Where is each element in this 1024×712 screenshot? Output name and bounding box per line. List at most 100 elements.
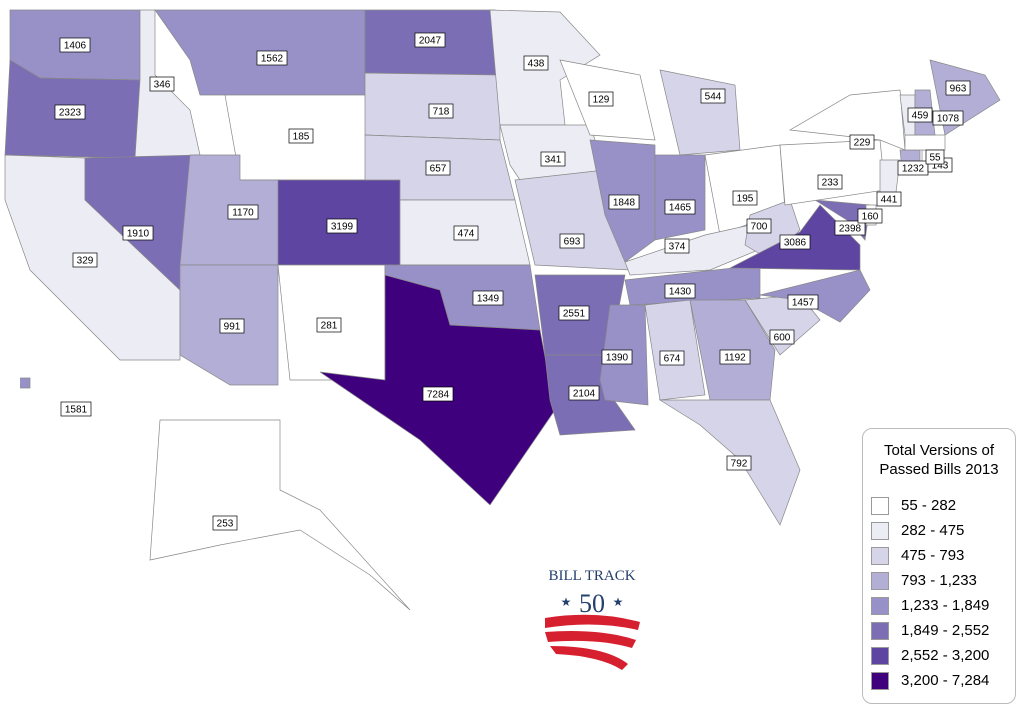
state-label-box [568, 385, 600, 401]
state-label: 657 [430, 164, 447, 175]
state-label-box [212, 515, 238, 531]
state-label-box [849, 134, 875, 150]
state-label: 1232 [902, 164, 925, 175]
state-label-box [122, 225, 154, 241]
legend-item: 2,552 - 3,200 [863, 643, 1015, 668]
state-label: 160 [862, 212, 879, 223]
state-label-box [326, 218, 358, 234]
legend-item: 475 - 793 [863, 543, 1015, 568]
state-label-box [559, 233, 585, 249]
state-label: 1192 [724, 353, 746, 364]
state-label: 441 [881, 195, 898, 206]
state-label: 1349 [477, 294, 500, 305]
state-label-box [59, 37, 91, 53]
logo-number: 50 [579, 589, 605, 618]
state-label: 1430 [669, 287, 692, 298]
logo: BILL TRACK 50 ★ ★ [545, 568, 640, 670]
state-label-box [316, 317, 342, 333]
state-label-box [588, 91, 614, 107]
state-label-box [664, 283, 696, 299]
state-label: 281 [321, 321, 338, 332]
state [644, 299, 706, 401]
legend-item: 1,849 - 2,552 [863, 618, 1015, 643]
legend-title: Total Versions of Passed Bills 2013 [879, 442, 999, 478]
legend-label: 1,233 - 1,849 [901, 597, 990, 614]
logo-stripe [550, 646, 628, 670]
state-label-box [414, 32, 446, 48]
state [659, 69, 741, 156]
state-label: 7284 [427, 390, 450, 401]
logo-stripe [545, 614, 640, 630]
state-label-box [227, 204, 259, 220]
state-label-box [453, 225, 479, 241]
legend-label: 282 - 475 [901, 522, 965, 539]
legend-swatch [871, 546, 889, 565]
state [779, 139, 886, 206]
state-label-box [719, 349, 751, 365]
state-label: 1457 [792, 298, 815, 309]
state-label: 229 [854, 138, 871, 149]
state-label-box [60, 401, 92, 417]
legend-item: 3,200 - 7,284 [863, 668, 1015, 693]
state-label-box [817, 174, 843, 190]
state-label: 1562 [261, 54, 284, 65]
legend-swatch [871, 621, 889, 640]
state-label: 1170 [232, 208, 254, 219]
state-label: 991 [224, 322, 241, 333]
state [654, 154, 706, 241]
legend-label: 3,200 - 7,284 [901, 672, 990, 689]
state-label-box [932, 110, 964, 126]
state-label-box [54, 104, 86, 120]
state-label-box [608, 194, 640, 210]
legend-label: 1,849 - 2,552 [901, 622, 990, 639]
state-label-box [664, 199, 696, 215]
state-labels: 1406 2323 329 346 1910 1562 185 1170 991 3199 281 2… [54, 32, 971, 531]
legend-items: 55 - 282 282 - 475 475 - 793 793 - 1,233 1,2… [863, 493, 1015, 693]
state-label-box [857, 208, 883, 224]
state-label-box [256, 50, 288, 66]
state-label: 544 [705, 92, 722, 103]
state-label-box [834, 220, 866, 236]
legend-item: 55 - 282 [863, 493, 1015, 518]
state-label: 1581 [65, 405, 88, 416]
state-label: 2047 [419, 36, 442, 47]
legend-label: 2,552 - 3,200 [901, 647, 990, 664]
state-label-box [422, 386, 454, 402]
state-label-box [288, 128, 314, 144]
state-label: 693 [564, 237, 581, 248]
legend-swatch [871, 496, 889, 515]
state-label: 1848 [613, 198, 636, 209]
legend-swatch [871, 596, 889, 615]
state-label-box [779, 234, 811, 250]
state-label: 438 [528, 59, 545, 70]
state-label-box [726, 455, 752, 471]
state-label: 3086 [784, 238, 807, 249]
state-label: 2323 [59, 108, 82, 119]
state-label: 459 [912, 111, 929, 122]
state-label: 600 [774, 333, 791, 344]
logo-star: ★ [561, 595, 572, 609]
state [904, 134, 946, 151]
legend-swatch [871, 571, 889, 590]
state-label-box [769, 329, 795, 345]
state-label-box [149, 76, 175, 92]
logo-star: ★ [613, 595, 624, 609]
state-label: 253 [217, 519, 234, 530]
state [788, 89, 906, 151]
state-label-box [746, 218, 772, 234]
state-label: 346 [154, 80, 171, 91]
legend-swatch [871, 671, 889, 690]
logo-stripe [545, 631, 636, 648]
state-label-box [540, 151, 566, 167]
state-label: 195 [737, 194, 754, 205]
state [20, 377, 31, 389]
state-label: 143 [932, 161, 949, 172]
state-label: 1465 [669, 203, 692, 214]
state-label-box [601, 349, 633, 365]
state-label: 1910 [127, 229, 150, 240]
state-label: 1078 [937, 114, 960, 125]
state-label-box [664, 238, 690, 254]
state-label-box [659, 350, 685, 366]
legend-label: 55 - 282 [901, 497, 957, 514]
